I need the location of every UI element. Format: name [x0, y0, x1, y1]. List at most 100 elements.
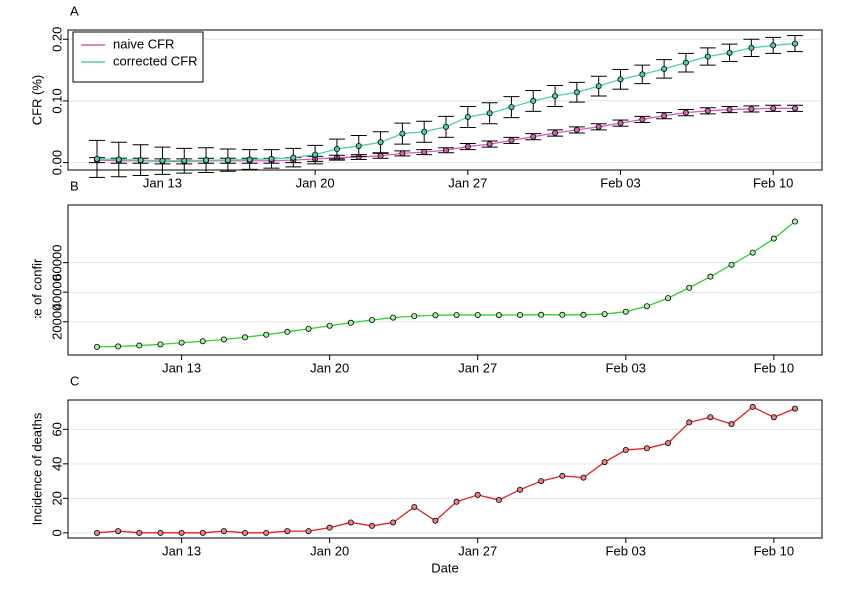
- data-point: [115, 528, 122, 535]
- data-point: [242, 529, 249, 536]
- legend: naive CFR corrected CFR: [72, 31, 204, 83]
- data-point: [157, 341, 164, 348]
- x-tick-label: Feb 03: [606, 543, 646, 558]
- data-point: [178, 529, 185, 536]
- data-point: [377, 139, 384, 146]
- data-point: [453, 311, 460, 318]
- data-point: [136, 342, 143, 349]
- legend-box: [72, 31, 204, 83]
- data-point: [792, 405, 799, 412]
- data-point: [178, 339, 185, 346]
- data-point: [686, 284, 693, 291]
- data-point: [263, 529, 270, 536]
- data-point: [368, 522, 375, 529]
- x-tick-label: Feb 10: [754, 360, 794, 375]
- data-point: [199, 529, 206, 536]
- data-point: [421, 128, 428, 135]
- data-point: [665, 295, 672, 302]
- x-tick-label: Jan 20: [310, 360, 349, 375]
- data-point: [246, 156, 253, 163]
- x-axis-label: Date: [431, 560, 458, 575]
- data-point: [707, 414, 714, 421]
- data-point: [639, 71, 646, 78]
- data-point: [326, 524, 333, 531]
- data-point: [486, 141, 493, 148]
- data-point: [94, 155, 101, 162]
- data-point: [792, 40, 799, 47]
- data-point: [792, 218, 799, 225]
- x-tick-label: Jan 13: [162, 360, 201, 375]
- data-point: [704, 107, 711, 114]
- y-axis-label: Incidence of deaths: [29, 412, 44, 525]
- y-axis-label: CFR (%): [29, 75, 44, 126]
- data-point: [399, 150, 406, 157]
- data-point: [390, 519, 397, 526]
- data-point: [411, 503, 418, 510]
- data-point: [432, 312, 439, 319]
- x-tick-label: Jan 27: [458, 543, 497, 558]
- x-tick-label: Feb 03: [600, 175, 640, 190]
- y-tick-label: 60: [49, 422, 64, 436]
- data-point: [749, 249, 756, 256]
- data-point: [573, 89, 580, 96]
- data-point: [682, 109, 689, 116]
- data-point: [704, 53, 711, 60]
- data-point: [792, 105, 799, 112]
- data-point: [486, 110, 493, 117]
- data-point: [707, 273, 714, 280]
- data-point: [421, 149, 428, 156]
- data-point: [495, 497, 502, 504]
- data-point: [770, 235, 777, 242]
- x-tick-label: Jan 20: [310, 543, 349, 558]
- data-point: [726, 106, 733, 113]
- data-point: [665, 440, 672, 447]
- y-tick-label: 40000: [49, 274, 64, 310]
- legend-label: naive CFR: [113, 36, 174, 51]
- data-point: [559, 472, 566, 479]
- data-point: [508, 137, 515, 144]
- data-point: [474, 491, 481, 498]
- y-axis-label: Incidence of confirmed cases: [29, 195, 44, 364]
- y-tick-label: 0: [49, 529, 64, 536]
- data-point: [552, 129, 559, 136]
- data-point: [517, 486, 524, 493]
- legend-label: corrected CFR: [113, 53, 198, 68]
- data-point: [159, 157, 166, 164]
- data-point: [748, 105, 755, 112]
- plot-frame: [67, 399, 823, 539]
- series-line: [96, 406, 796, 534]
- data-point: [347, 519, 354, 526]
- data-point: [517, 311, 524, 318]
- data-point: [377, 152, 384, 159]
- data-point: [263, 331, 270, 338]
- y-tick-label: 40: [49, 457, 64, 471]
- data-point: [661, 112, 668, 119]
- data-point: [726, 49, 733, 56]
- x-tick-label: Feb 03: [606, 360, 646, 375]
- y-tick-label: 20000: [49, 304, 64, 340]
- data-point: [411, 313, 418, 320]
- data-point: [559, 311, 566, 318]
- x-tick-label: Feb 10: [754, 543, 794, 558]
- data-point: [770, 414, 777, 421]
- data-point: [224, 157, 231, 164]
- data-point: [347, 319, 354, 326]
- x-tick-label: Jan 27: [458, 360, 497, 375]
- data-point: [220, 528, 227, 535]
- data-point: [442, 123, 449, 130]
- data-point: [333, 146, 340, 153]
- y-tick-label: 20: [49, 491, 64, 505]
- data-point: [181, 157, 188, 164]
- panel-label: A: [70, 3, 79, 18]
- plot-frame: [67, 29, 823, 171]
- data-point: [115, 156, 122, 163]
- data-point: [643, 303, 650, 310]
- data-point: [580, 474, 587, 481]
- y-tick-label: 60000: [49, 245, 64, 281]
- data-point: [749, 403, 756, 410]
- data-point: [538, 311, 545, 318]
- data-point: [326, 322, 333, 329]
- data-point: [305, 528, 312, 535]
